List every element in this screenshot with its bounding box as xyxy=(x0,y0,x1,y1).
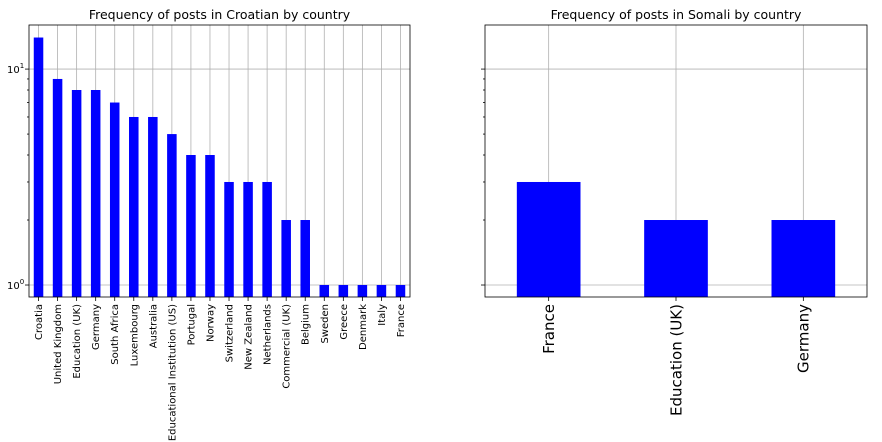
bar-croatia xyxy=(33,37,44,298)
bar-sweden xyxy=(319,285,330,297)
bar-france xyxy=(516,181,581,297)
x-tick-label: Croatia xyxy=(34,304,45,340)
bar-netherlands xyxy=(262,181,272,297)
x-tick-label: Greece xyxy=(339,304,350,340)
bar-greece xyxy=(338,285,349,297)
bar-education-uk- xyxy=(644,220,708,297)
x-tick-label: Luxembourg xyxy=(129,304,140,366)
x-tick-label: Netherlands xyxy=(263,304,274,365)
croatian-grid xyxy=(29,25,410,297)
bar-france xyxy=(395,285,406,297)
somali-chart-panel: Frequency of posts in Somali by country … xyxy=(481,7,868,416)
x-tick-label: Australia xyxy=(148,304,159,348)
x-tick-label: Germany xyxy=(91,304,102,350)
x-tick-label: Switzerland xyxy=(225,304,236,362)
x-tick-label: Portugal xyxy=(186,304,197,345)
y-tick-label: 100 xyxy=(7,278,24,292)
x-tick-label: Education (UK) xyxy=(667,304,685,416)
somali-y-axis xyxy=(481,68,485,286)
x-tick-label: South Africa xyxy=(110,304,121,365)
x-tick-label: Germany xyxy=(795,304,813,373)
x-tick-label: Belgium xyxy=(301,304,312,345)
x-tick-label: Sweden xyxy=(320,304,331,344)
bar-new-zealand xyxy=(243,181,253,297)
bar-united-kingdom xyxy=(52,78,63,297)
x-tick-label: New Zealand xyxy=(244,304,255,370)
croatian-plot-frame xyxy=(28,24,411,298)
bar-norway xyxy=(205,155,215,297)
bar-belgium xyxy=(300,220,310,297)
somali-bars xyxy=(516,181,836,297)
bar-portugal xyxy=(186,155,196,297)
x-tick-label: France xyxy=(396,304,407,337)
bar-education-uk- xyxy=(71,90,82,297)
bar-italy xyxy=(376,285,387,297)
bar-south-africa xyxy=(109,102,120,297)
croatian-y-axis: 100 101 xyxy=(7,62,29,292)
x-tick-label: Education (UK) xyxy=(72,304,83,379)
croatian-x-axis: Croatia United Kingdom Education (UK) Germa… xyxy=(34,297,407,441)
bar-denmark xyxy=(357,285,368,297)
x-tick-label: Norway xyxy=(205,304,216,342)
somali-x-axis: France Education (UK) Germany xyxy=(540,297,813,416)
x-tick-label: United Kingdom xyxy=(53,304,64,384)
y-tick-label: 101 xyxy=(7,62,24,76)
croatian-chart-title: Frequency of posts in Croatian by countr… xyxy=(89,7,351,22)
bar-commercial-uk- xyxy=(281,220,291,297)
bar-switzerland xyxy=(224,181,234,297)
x-tick-label: Educational Institution (US) xyxy=(167,304,178,441)
bar-germany xyxy=(771,220,836,297)
x-tick-label: Italy xyxy=(377,304,388,326)
y-tick-exponent: 0 xyxy=(20,278,24,286)
bar-luxembourg xyxy=(129,116,139,297)
bar-germany xyxy=(90,90,101,297)
bar-australia xyxy=(148,116,158,297)
y-tick-exponent: 1 xyxy=(20,62,24,70)
croatian-chart-panel: Frequency of posts in Croatian by countr… xyxy=(7,7,411,441)
x-tick-label: Commercial (UK) xyxy=(282,304,293,389)
croatian-bars xyxy=(33,37,406,298)
x-tick-label: France xyxy=(540,304,558,354)
somali-chart-title: Frequency of posts in Somali by country xyxy=(551,7,802,22)
bar-educational-institution-us- xyxy=(167,134,177,297)
x-tick-label: Denmark xyxy=(358,304,369,350)
